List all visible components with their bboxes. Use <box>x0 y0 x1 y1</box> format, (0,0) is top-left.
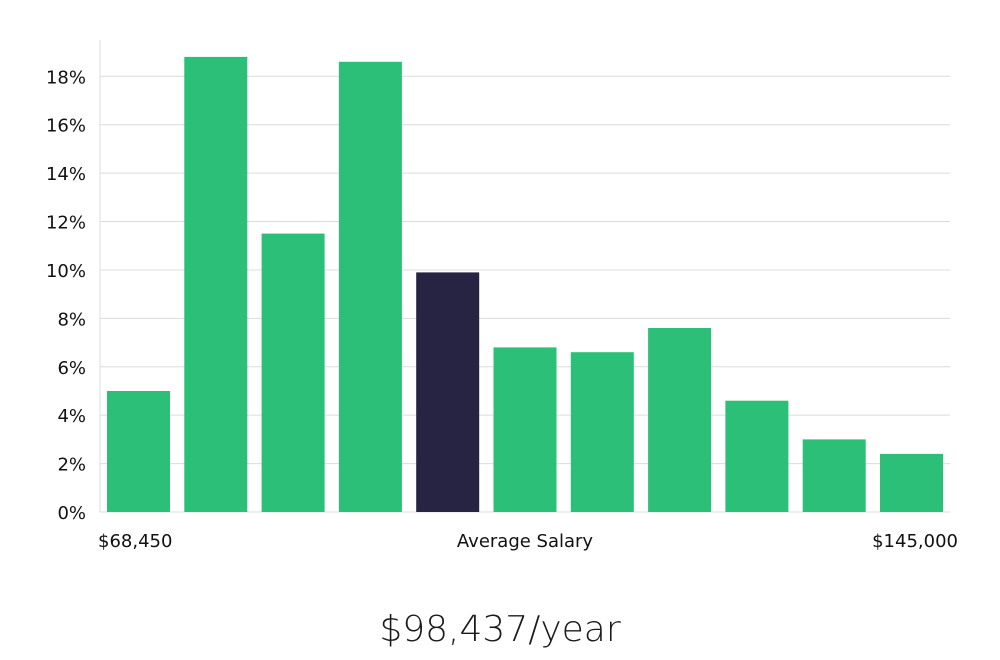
bar <box>880 453 943 512</box>
bar <box>107 391 170 512</box>
y-tick-label: 6% <box>57 358 86 379</box>
bar <box>184 56 248 513</box>
x-label-min: $68,450 <box>98 531 172 552</box>
x-label-max: $145,000 <box>872 531 958 552</box>
average-salary-headline: $98,437/year <box>379 609 621 650</box>
y-tick-label: 12% <box>46 213 86 234</box>
bar <box>648 328 712 512</box>
y-tick-label: 0% <box>57 503 86 524</box>
y-tick-label: 10% <box>46 261 86 282</box>
bars <box>107 56 943 513</box>
bar-average <box>416 272 480 512</box>
x-label-average: Average Salary <box>457 531 594 552</box>
y-tick-label: 16% <box>46 116 86 137</box>
y-axis-ticks: 0% 2% 4% 6% 8% 10% 12% 14% 16% 18% <box>46 67 86 524</box>
bar <box>338 61 402 513</box>
y-tick-label: 8% <box>57 309 86 330</box>
bar <box>725 400 789 512</box>
y-tick-label: 4% <box>57 406 86 427</box>
bar <box>570 352 634 512</box>
bar <box>261 233 325 512</box>
bar <box>802 439 866 512</box>
y-tick-label: 14% <box>46 164 86 185</box>
bar <box>493 347 557 512</box>
y-tick-label: 2% <box>57 455 86 476</box>
y-tick-label: 18% <box>46 67 86 88</box>
salary-distribution-chart: 0% 2% 4% 6% 8% 10% 12% 14% 16% 18% $68,450 Averag… <box>46 40 958 552</box>
